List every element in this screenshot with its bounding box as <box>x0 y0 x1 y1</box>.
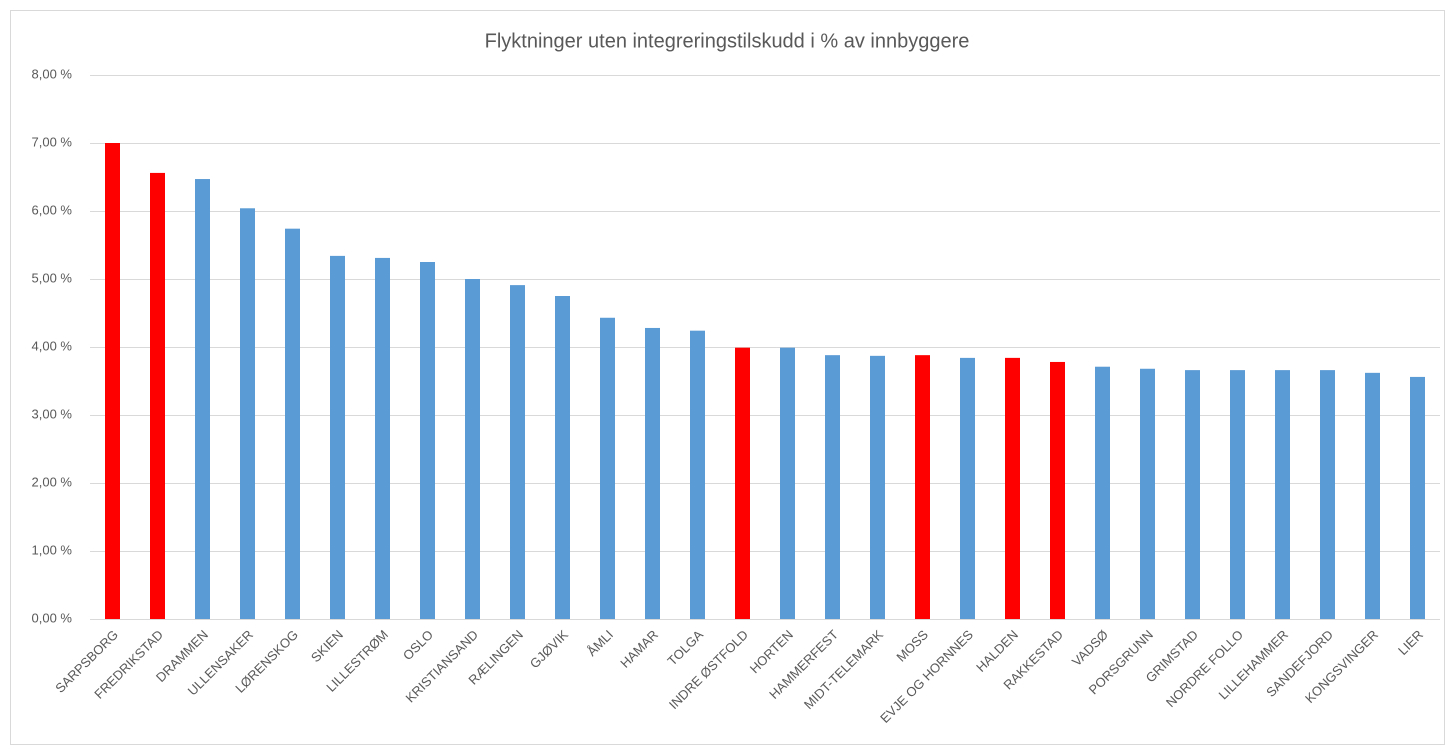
y-tick-label: 8,00 % <box>32 66 73 81</box>
bar <box>825 355 840 619</box>
y-tick-label: 0,00 % <box>32 610 73 625</box>
bar <box>1185 370 1200 619</box>
bar <box>1005 357 1020 619</box>
bar <box>645 327 660 619</box>
bar <box>960 357 975 619</box>
y-tick-label: 1,00 % <box>32 542 73 557</box>
bar <box>1410 376 1425 619</box>
bar <box>780 347 795 619</box>
bar <box>1140 368 1155 619</box>
y-tick-label: 7,00 % <box>32 134 73 149</box>
y-tick-label: 2,00 % <box>32 474 73 489</box>
bar <box>690 330 705 619</box>
bar <box>510 285 525 619</box>
bar <box>195 179 210 620</box>
bar <box>105 143 120 619</box>
y-tick-label: 4,00 % <box>32 338 73 353</box>
bar <box>465 279 480 619</box>
bar <box>1095 366 1110 619</box>
bar <box>1230 370 1245 619</box>
bar <box>870 355 885 619</box>
bar <box>1275 370 1290 619</box>
bar <box>330 255 345 619</box>
y-tick-label: 6,00 % <box>32 202 73 217</box>
chart-title: Flyktninger uten integreringstilskudd i … <box>485 30 970 52</box>
bar <box>150 172 165 620</box>
bar <box>735 347 750 619</box>
bar <box>285 228 300 619</box>
bar <box>240 208 255 619</box>
bar <box>1320 370 1335 619</box>
bar <box>1050 361 1065 619</box>
bar <box>1365 372 1380 619</box>
bar <box>420 262 435 619</box>
bar <box>915 355 930 619</box>
bar <box>600 317 615 619</box>
bar <box>375 257 390 619</box>
y-tick-label: 3,00 % <box>32 406 73 421</box>
bar <box>555 296 570 619</box>
y-tick-label: 5,00 % <box>32 270 73 285</box>
